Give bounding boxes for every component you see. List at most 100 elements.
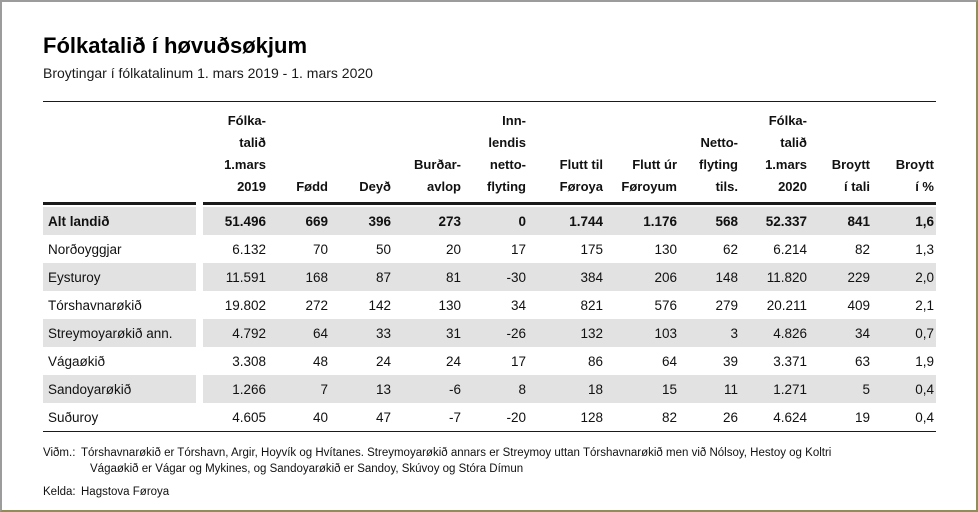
- table-cell: 19: [854, 409, 870, 425]
- column-gap: [196, 319, 203, 348]
- row-label: Tórshavnarøkið: [48, 297, 142, 313]
- column-header: Deyð: [330, 101, 393, 205]
- header-row: Fólka- talið 1.mars 2019 Fødd Deyð Burðar- …: [43, 101, 936, 205]
- table-cell: 821: [580, 297, 603, 313]
- table-row: Sandoyarøkið 1.266 7 13 -6 8 18 15 11 1.271 5 0,4: [43, 375, 936, 404]
- table-cell: 0,4: [915, 409, 934, 425]
- column-header: Flutt úr Føroyum: [605, 101, 679, 205]
- column-header: Broytt í %: [872, 101, 936, 205]
- population-table: Fólka- talið 1.mars 2019 Fødd Deyð Burðar- …: [43, 101, 936, 432]
- table-cell: 1,9: [915, 353, 934, 369]
- table-cell: 11.591: [203, 263, 268, 292]
- remark-line1: Tórshavnarøkið er Tórshavn, Argir, Hoyví…: [81, 447, 832, 460]
- table-cell: 11: [679, 375, 740, 404]
- table-cell: 48: [312, 353, 328, 369]
- table-cell: 841: [809, 207, 872, 236]
- table-cell: 279: [715, 297, 738, 313]
- table-cell: 26: [722, 409, 738, 425]
- column-header: Fólka- talið 1.mars 2020: [740, 101, 809, 205]
- table-cell: 568: [679, 207, 740, 236]
- table-cell: -6: [393, 375, 463, 404]
- table-cell: 86: [587, 353, 603, 369]
- row-label: Streymoyarøkið ann.: [43, 319, 196, 348]
- column-gap: [196, 207, 203, 236]
- row-label: Norðoyggjar: [48, 241, 122, 257]
- table-cell: 34: [510, 297, 526, 313]
- table-cell: 1.271: [740, 375, 809, 404]
- table-cell: 8: [463, 375, 528, 404]
- table-cell: 1,6: [872, 207, 936, 236]
- table-cell: 5: [809, 375, 872, 404]
- table-cell: 13: [330, 375, 393, 404]
- table-bottom-rule: [43, 431, 936, 433]
- table-cell: 206: [605, 263, 679, 292]
- table-cell: 70: [312, 241, 328, 257]
- table-cell: 168: [268, 263, 330, 292]
- table-cell: 40: [312, 409, 328, 425]
- table-cell: 103: [605, 319, 679, 348]
- header-body-gap: [43, 203, 936, 208]
- table-cell: 384: [528, 263, 605, 292]
- remark-label: Viðm.:: [43, 447, 76, 460]
- table-cell: 17: [510, 241, 526, 257]
- column-header: Netto- flyting tils.: [679, 101, 740, 205]
- row-label: Eysturoy: [43, 263, 196, 292]
- table-cell: 4.826: [740, 319, 809, 348]
- remark-note: Viðm.: Tórshavnarøkið er Tórshavn, Argir…: [43, 445, 935, 477]
- column-gap: [196, 403, 203, 432]
- table-cell: 0,7: [872, 319, 936, 348]
- row-label: Suðuroy: [48, 409, 99, 425]
- table-cell: 7: [268, 375, 330, 404]
- table-cell: 64: [661, 353, 677, 369]
- page-subtitle: Broytingar í fólkatalinum 1. mars 2019 -…: [43, 65, 373, 82]
- table-cell: 20.211: [766, 297, 807, 313]
- table-cell: 31: [393, 319, 463, 348]
- table-row: Streymoyarøkið ann. 4.792 64 33 31 -26 132 103 3…: [43, 319, 936, 348]
- table-cell: 1.744: [528, 207, 605, 236]
- column-header: Flutt til Føroya: [528, 101, 605, 205]
- table-cell: 1.266: [203, 375, 268, 404]
- table-cell: 81: [393, 263, 463, 292]
- table-cell: 142: [368, 297, 391, 313]
- table-cell: 4.605: [232, 409, 266, 425]
- table-cell: 0,4: [872, 375, 936, 404]
- column-header: Fólka- talið 1.mars 2019: [203, 101, 268, 205]
- column-header: Inn- lendis netto- flyting: [463, 101, 528, 205]
- table-cell: 15: [605, 375, 679, 404]
- table-row: Vágaøkið 3.308 48 24 24 17 86 64 39 3.371 63 1,9: [43, 347, 936, 376]
- table-cell: 148: [679, 263, 740, 292]
- row-label: Alt landið: [43, 207, 196, 236]
- table-cell: 132: [528, 319, 605, 348]
- table-cell: 272: [305, 297, 328, 313]
- table-cell: 175: [580, 241, 603, 257]
- table-header: Fólka- talið 1.mars 2019 Fødd Deyð Burðar- …: [43, 101, 936, 205]
- table-cell: 34: [809, 319, 872, 348]
- table-cell: 39: [722, 353, 738, 369]
- table-cell: -20: [506, 409, 526, 425]
- table-cell: 63: [854, 353, 870, 369]
- table-cell: 4.792: [203, 319, 268, 348]
- column-gap: [196, 235, 203, 264]
- column-header: Broytt í tali: [809, 101, 872, 205]
- column-header: Burðar- avlop: [393, 101, 463, 205]
- column-gap: [196, 347, 203, 376]
- table-cell: 0: [463, 207, 528, 236]
- table-cell: 51.496: [203, 207, 268, 236]
- table-cell: -26: [463, 319, 528, 348]
- table-cell: 396: [330, 207, 393, 236]
- table-cell: 3.308: [232, 353, 266, 369]
- table-cell: 3.371: [773, 353, 807, 369]
- page-title: Fólkatalið í høvuðsøkjum: [43, 33, 308, 58]
- table-row: Suðuroy 4.605 40 47 -7 -20 128 82 26 4.624 19 0,4: [43, 403, 936, 432]
- column-gap: [196, 291, 203, 320]
- table-cell: 229: [809, 263, 872, 292]
- table-cell: 82: [854, 241, 870, 257]
- table-cell: 409: [847, 297, 870, 313]
- column-gap: [196, 102, 203, 204]
- table-cell: 18: [528, 375, 605, 404]
- region-column-header: [43, 101, 196, 205]
- table-cell: 82: [661, 409, 677, 425]
- table-body: Alt landið 51.496 669 396 273 0 1.744 1.176 568 5…: [43, 203, 936, 432]
- table-cell: 2,1: [915, 297, 934, 313]
